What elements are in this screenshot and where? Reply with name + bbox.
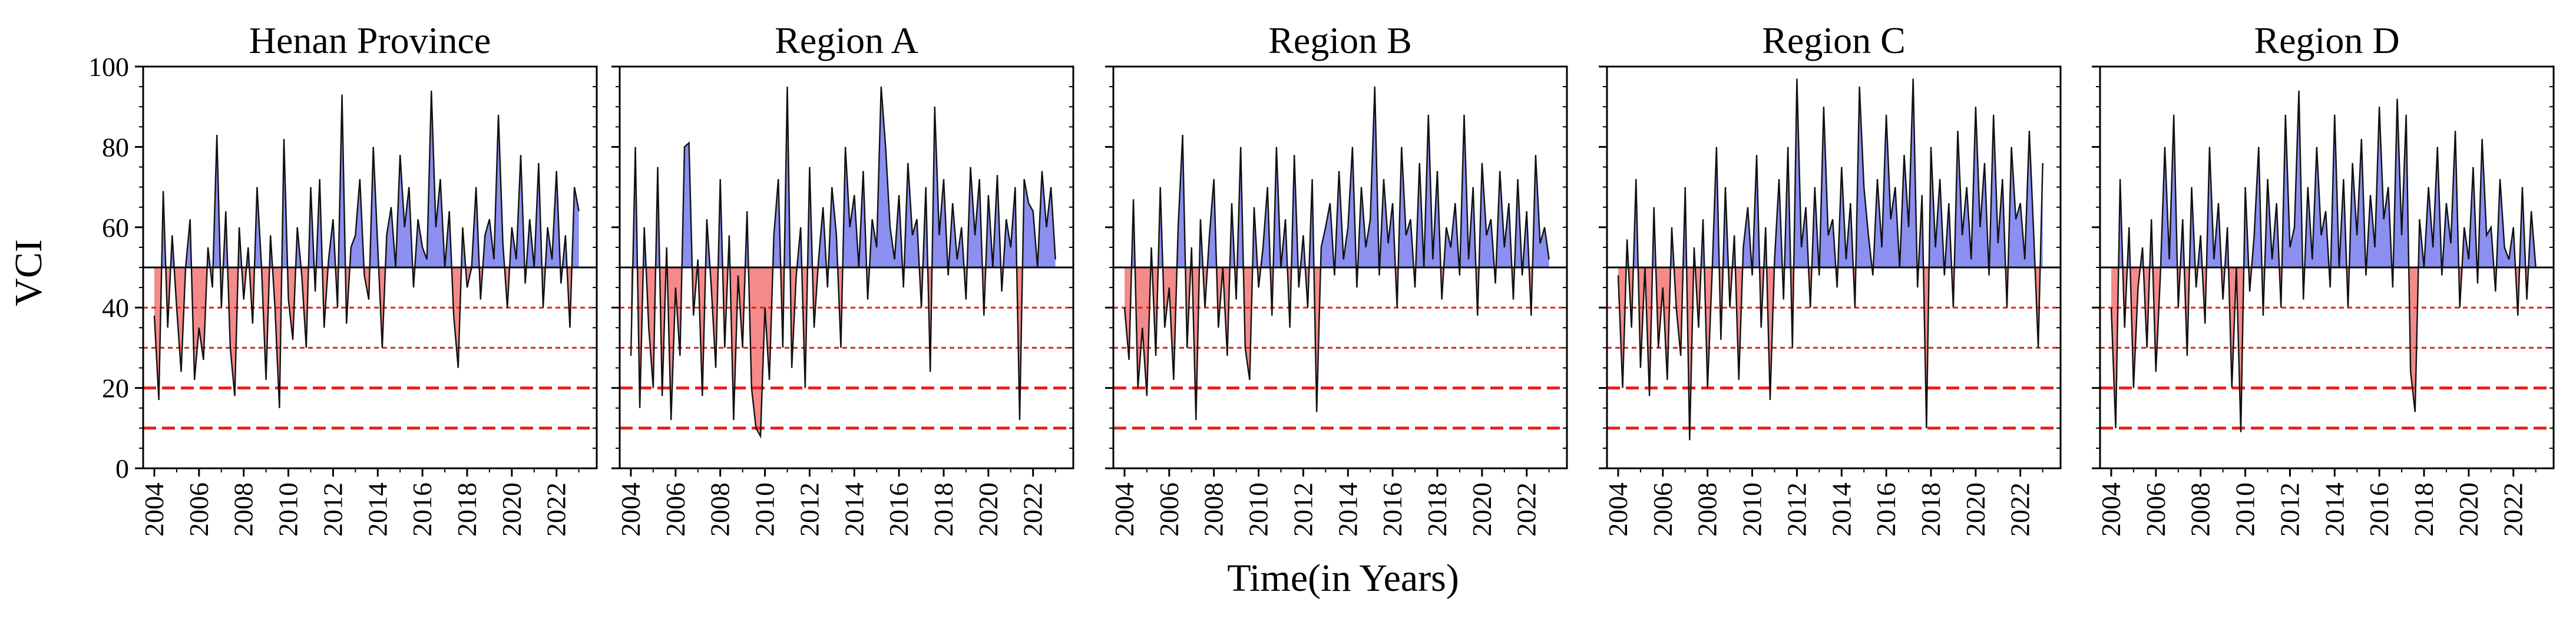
x-tick-label: 2022: [2005, 482, 2035, 537]
y-tick-label: 20: [102, 373, 129, 404]
x-axis-label: Time(in Years): [1227, 557, 1459, 600]
y-tick-label: 100: [88, 52, 129, 82]
panel-4: 2004 2006 2008 2010 2012 2014 2016 2018 2020 2022…: [1599, 19, 2062, 537]
x-tick-label: 2006: [184, 482, 214, 537]
x-tick-label: 2004: [139, 482, 169, 537]
x-tick-label: 2004: [2096, 482, 2126, 537]
x-tick-label: 2020: [2453, 482, 2484, 537]
x-tick-label: 2012: [318, 482, 348, 537]
x-tick-label: 2018: [2409, 482, 2439, 537]
panel-1: 0 20 40 60 80 100 2004 2006 2008 2010 2012 2014 2016…: [88, 19, 598, 537]
x-tick-label: 2010: [1737, 482, 1767, 537]
x-tick-label: 2014: [1826, 482, 1856, 537]
panel-title: Henan Province: [249, 19, 491, 61]
x-tick-label: 2018: [928, 482, 958, 537]
vci-series-line: [1123, 87, 1550, 421]
x-tick-label: 2010: [2230, 482, 2260, 537]
x-tick-label: 2018: [1916, 482, 1946, 537]
x-tick-label: 2022: [1512, 482, 1542, 537]
area-above-baseline: [154, 90, 579, 267]
y-axis-label: VCI: [7, 239, 50, 306]
area-below-baseline: [1618, 267, 2043, 441]
x-tick-label: 2020: [973, 482, 1003, 537]
panel-5: 2004 2006 2008 2010 2012 2014 2016 2018 2020 2022…: [2092, 19, 2555, 537]
x-tick-label: 2010: [750, 482, 780, 537]
panel-title: Region B: [1268, 19, 1412, 61]
x-tick-label: 2016: [407, 482, 437, 537]
x-tick-label: 2006: [2141, 482, 2171, 537]
x-tick-label: 2008: [229, 482, 259, 537]
x-tick-label: 2014: [1332, 482, 1363, 537]
x-tick-label: 2008: [2185, 482, 2215, 537]
x-tick-label: 2008: [1692, 482, 1722, 537]
x-tick-label: 2004: [1109, 482, 1139, 537]
vci-series-line: [1617, 78, 2043, 441]
x-tick-label: 2020: [497, 482, 527, 537]
x-tick-label: 2016: [1377, 482, 1407, 537]
vci-series-line: [2110, 90, 2537, 432]
x-tick-label: 2006: [1648, 482, 1678, 537]
y-tick-label: 60: [102, 213, 129, 243]
panel-title: Region A: [775, 19, 918, 61]
y-tick-label: 40: [102, 293, 129, 323]
x-tick-label: 2008: [705, 482, 735, 537]
area-below-baseline: [154, 267, 579, 408]
y-tick-label: 0: [115, 454, 129, 484]
x-tick-label: 2022: [541, 482, 571, 537]
x-tick-label: 2010: [273, 482, 303, 537]
x-tick-label: 2022: [2498, 482, 2528, 537]
x-tick-label: 2004: [1603, 482, 1633, 537]
x-tick-label: 2018: [452, 482, 482, 537]
y-tick-label: 80: [102, 132, 129, 162]
area-above-baseline: [1125, 87, 1549, 267]
x-tick-label: 2016: [1871, 482, 1901, 537]
x-tick-label: 2004: [616, 482, 646, 537]
x-tick-label: 2020: [1960, 482, 1990, 537]
x-tick-label: 2020: [1467, 482, 1497, 537]
panels: 0 20 40 60 80 100 2004 2006 2008 2010 2012 2014 2016…: [88, 19, 2555, 537]
x-tick-label: 2014: [2319, 482, 2349, 537]
panel-2: 2004 2006 2008 2010 2012 2014 2016 2018 2020 2022…: [611, 19, 1074, 537]
area-below-baseline: [1125, 267, 1549, 421]
panel-3: 2004 2006 2008 2010 2012 2014 2016 2018 2020 2022…: [1105, 19, 1568, 537]
vci-series-line: [153, 90, 580, 408]
x-tick-label: 2006: [1154, 482, 1184, 537]
panel-title: Region D: [2254, 19, 2399, 61]
x-tick-label: 2012: [794, 482, 824, 537]
x-tick-label: 2012: [1781, 482, 1811, 537]
x-tick-label: 2014: [362, 482, 392, 537]
x-tick-label: 2008: [1199, 482, 1229, 537]
vci-series-line: [630, 87, 1056, 439]
x-tick-label: 2010: [1244, 482, 1274, 537]
x-tick-label: 2022: [1018, 482, 1048, 537]
area-above-baseline: [1618, 78, 2043, 267]
x-tick-label: 2012: [1288, 482, 1318, 537]
x-tick-label: 2016: [2364, 482, 2394, 537]
panel-title: Region C: [1762, 19, 1906, 61]
x-tick-label: 2014: [839, 482, 869, 537]
x-tick-label: 2018: [1422, 482, 1452, 537]
x-tick-label: 2006: [660, 482, 690, 537]
x-tick-label: 2012: [2274, 482, 2304, 537]
x-tick-label: 2016: [884, 482, 914, 537]
